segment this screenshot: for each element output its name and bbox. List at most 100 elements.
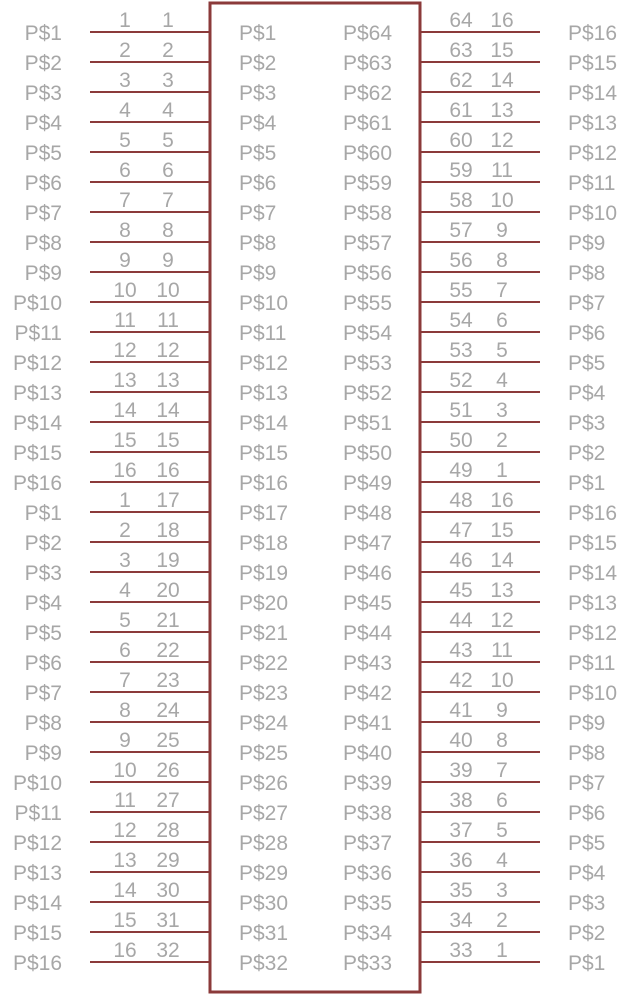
- right-pin: P$61 61 13 P$13: [343, 99, 617, 135]
- right-pin-number-b: 13: [490, 99, 513, 122]
- left-pin-number-a: 8: [119, 699, 131, 722]
- right-pin-number-b: 4: [496, 369, 508, 392]
- right-pin: P$52 52 4 P$4: [343, 369, 606, 405]
- left-pin-number-a: 2: [119, 519, 131, 542]
- left-inner-pin-name: P$13: [239, 382, 288, 405]
- right-pin-number-b: 11: [491, 159, 513, 182]
- right-pin-number-a: 43: [449, 639, 472, 662]
- right-signal-label: P$4: [568, 862, 606, 885]
- left-signal-label: P$12: [13, 832, 62, 855]
- left-signal-label: P$6: [25, 172, 62, 195]
- left-inner-pin-name: P$10: [239, 292, 288, 315]
- right-pin-number-a: 57: [449, 219, 472, 242]
- right-inner-pin-name: P$49: [343, 472, 392, 495]
- left-pin-number-b: 6: [162, 159, 174, 182]
- left-pin-number-b: 5: [162, 129, 174, 152]
- right-pin-number-b: 16: [490, 489, 513, 512]
- right-pin: P$42 42 10 P$10: [343, 669, 617, 705]
- right-pin-number-a: 39: [449, 759, 472, 782]
- right-pin: P$64 64 16 P$16: [343, 9, 617, 45]
- left-pin-number-b: 8: [162, 219, 174, 242]
- right-pin-number-b: 9: [496, 699, 508, 722]
- right-inner-pin-name: P$45: [343, 592, 392, 615]
- left-signal-label: P$1: [25, 502, 62, 525]
- left-pin-number-a: 5: [119, 609, 131, 632]
- left-pin-number-a: 14: [113, 879, 137, 902]
- left-signal-label: P$5: [25, 142, 62, 165]
- right-pin-number-b: 13: [490, 579, 513, 602]
- left-pin: P$8 8 24 P$24: [25, 699, 289, 735]
- left-inner-pin-name: P$29: [239, 862, 288, 885]
- right-pin-number-b: 6: [496, 789, 508, 812]
- left-signal-label: P$14: [13, 892, 62, 915]
- right-signal-label: P$13: [568, 112, 617, 135]
- left-pin: P$10 10 26 P$26: [13, 759, 288, 795]
- right-pin: P$39 39 7 P$7: [343, 759, 605, 795]
- right-pin-number-a: 60: [449, 129, 472, 152]
- left-pin: P$6 6 22 P$22: [25, 639, 288, 675]
- left-pin-number-a: 3: [119, 549, 131, 572]
- right-pin: P$35 35 3 P$3: [343, 879, 605, 915]
- left-pin-number-b: 11: [157, 309, 179, 332]
- left-pin: P$3 3 3 P$3: [25, 69, 277, 105]
- right-pin-number-b: 15: [490, 39, 513, 62]
- right-pin: P$34 34 2 P$2: [343, 909, 605, 945]
- right-pin-number-a: 54: [449, 309, 473, 332]
- left-signal-label: P$9: [25, 262, 62, 285]
- right-pin-number-a: 40: [449, 729, 472, 752]
- left-pin-number-b: 1: [162, 9, 174, 32]
- right-signal-label: P$12: [568, 142, 617, 165]
- right-inner-pin-name: P$38: [343, 802, 392, 825]
- left-inner-pin-name: P$6: [239, 172, 276, 195]
- right-inner-pin-name: P$52: [343, 382, 392, 405]
- left-pin-number-b: 25: [156, 729, 179, 752]
- right-pin-number-a: 56: [449, 249, 472, 272]
- left-pin-number-b: 16: [156, 459, 179, 482]
- right-signal-label: P$9: [568, 232, 605, 255]
- left-signal-label: P$11: [15, 802, 63, 825]
- left-pin-number-a: 5: [119, 129, 131, 152]
- right-signal-label: P$2: [568, 922, 605, 945]
- left-pin: P$13 13 29 P$29: [13, 849, 288, 885]
- left-pin-number-b: 2: [162, 39, 174, 62]
- left-inner-pin-name: P$11: [239, 322, 287, 345]
- right-signal-label: P$6: [568, 322, 605, 345]
- left-pin-number-a: 10: [113, 279, 136, 302]
- left-pin-number-a: 4: [119, 579, 131, 602]
- left-inner-pin-name: P$24: [239, 712, 288, 735]
- left-signal-label: P$12: [13, 352, 62, 375]
- left-signal-label: P$3: [25, 82, 62, 105]
- left-pin-number-a: 7: [119, 669, 131, 692]
- right-signal-label: P$14: [568, 562, 617, 585]
- right-inner-pin-name: P$50: [343, 442, 392, 465]
- right-pin-number-a: 59: [449, 159, 472, 182]
- left-inner-pin-name: P$5: [239, 142, 276, 165]
- right-pin-number-b: 7: [496, 279, 508, 302]
- right-pin-number-b: 12: [490, 609, 513, 632]
- right-inner-pin-name: P$48: [343, 502, 392, 525]
- left-pin-number-a: 13: [113, 369, 136, 392]
- right-signal-label: P$7: [568, 772, 605, 795]
- left-pin: P$6 6 6 P$6: [25, 159, 277, 195]
- left-signal-label: P$8: [25, 232, 62, 255]
- right-signal-label: P$11: [568, 172, 616, 195]
- left-inner-pin-name: P$31: [239, 922, 288, 945]
- right-inner-pin-name: P$57: [343, 232, 392, 255]
- right-pin: P$38 38 6 P$6: [343, 789, 605, 825]
- right-pin-number-b: 4: [496, 849, 508, 872]
- right-inner-pin-name: P$37: [343, 832, 392, 855]
- left-inner-pin-name: P$20: [239, 592, 288, 615]
- left-inner-pin-name: P$18: [239, 532, 288, 555]
- right-signal-label: P$4: [568, 382, 606, 405]
- right-pin-number-b: 2: [496, 909, 508, 932]
- right-pin: P$37 37 5 P$5: [343, 819, 605, 855]
- left-inner-pin-name: P$22: [239, 652, 288, 675]
- left-pin-number-b: 27: [156, 789, 179, 812]
- left-pin-number-b: 17: [156, 489, 179, 512]
- right-pin-number-b: 9: [496, 219, 508, 242]
- left-inner-pin-name: P$4: [239, 112, 277, 135]
- right-pin-number-a: 53: [449, 339, 472, 362]
- right-pin: P$63 63 15 P$15: [343, 39, 617, 75]
- right-pin-number-b: 2: [496, 429, 508, 452]
- left-pin: P$14 14 14 P$14: [13, 399, 288, 435]
